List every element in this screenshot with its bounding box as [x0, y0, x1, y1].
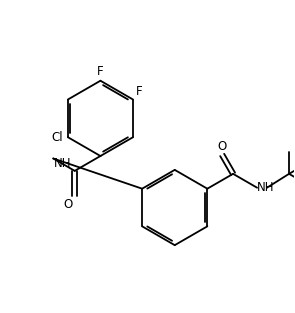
Text: Cl: Cl — [51, 131, 63, 144]
Text: NH: NH — [257, 181, 275, 194]
Text: F: F — [136, 85, 143, 98]
Text: F: F — [97, 65, 104, 78]
Text: NH: NH — [54, 157, 72, 171]
Text: O: O — [217, 140, 227, 153]
Text: O: O — [63, 198, 73, 211]
